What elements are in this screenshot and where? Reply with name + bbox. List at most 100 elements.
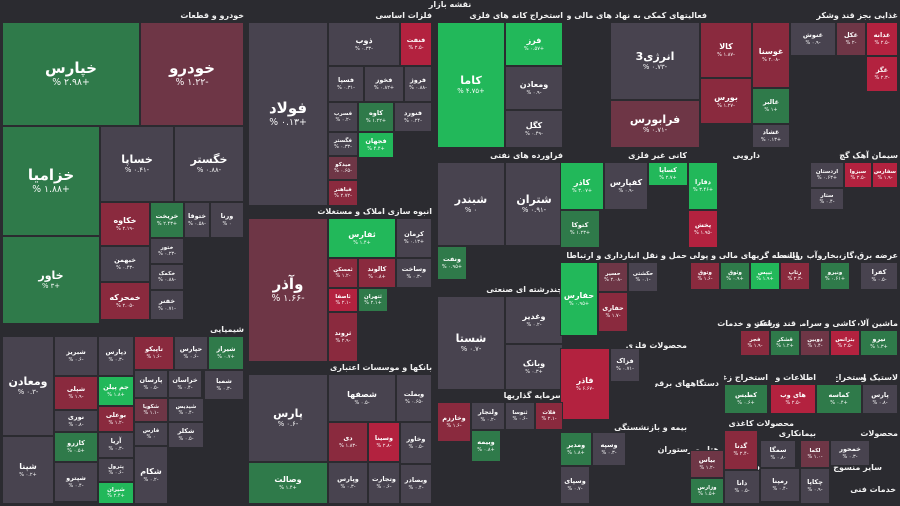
stock-tile[interactable]: شبندر ۰ %	[437, 162, 505, 246]
stock-tile[interactable]: حفاری -۱.۷ %	[598, 292, 628, 332]
stock-tile[interactable]: ومعادن -۰.۹ %	[505, 66, 563, 110]
stock-tile[interactable]: ومدیر +۱.۸ %	[560, 432, 592, 466]
stock-tile[interactable]: بترانس -۲.۵ %	[830, 330, 860, 356]
stock-tile[interactable]: وتوق -۱.۶ %	[690, 262, 720, 290]
stock-tile[interactable]: ونیرو +۰.۶۱ %	[820, 262, 850, 290]
stock-tile[interactable]: کماسه +۰.۴ %	[816, 384, 862, 414]
stock-tile[interactable]: ذوبین -۱.۴ %	[800, 330, 830, 356]
stock-tile[interactable]: خفنر -۰.۷۱ %	[150, 290, 184, 320]
stock-tile[interactable]: وآذر -۱.۶۶ %	[248, 218, 328, 362]
stock-tile[interactable]: نیرو +۱.۳ %	[860, 330, 898, 356]
stock-tile[interactable]: ثتهران +۲.۱ %	[358, 288, 388, 312]
stock-tile[interactable]: گدنا -۲.۴ %	[724, 430, 758, 470]
stock-tile[interactable]: پارس -۰.۶ %	[248, 374, 328, 462]
stock-tile[interactable]: شیدیس -۰.۴ %	[168, 398, 204, 422]
stock-tile[interactable]: ستار -۰.۴ %	[810, 188, 844, 210]
stock-tile[interactable]: شکام -۰.۲ %	[134, 446, 168, 504]
stock-tile[interactable]: ومعادن -۰.۳ %	[2, 336, 54, 436]
stock-tile[interactable]: فارس ۰ %	[134, 422, 168, 446]
stock-tile[interactable]: وسپای -۰.۷ %	[560, 466, 590, 504]
stock-tile[interactable]: فرز +۰.۵۷ %	[505, 22, 563, 66]
stock-tile[interactable]: شکویا -۱.۱ %	[134, 398, 168, 422]
stock-tile[interactable]: شیراز +۰.۷ %	[208, 336, 244, 370]
stock-tile[interactable]: ثنوسا -۰.۶ %	[505, 402, 535, 430]
stock-tile[interactable]: فاذر -۶.۶۷ %	[560, 348, 610, 420]
stock-tile[interactable]: خمحور -۰.۳ %	[830, 440, 870, 466]
stock-tile[interactable]: کاوه +۱.۲۲ %	[358, 102, 394, 132]
stock-tile[interactable]: فنورد -۰.۲۴ %	[394, 102, 432, 132]
stock-tile[interactable]: اردستان +۰.۶۳ %	[810, 162, 844, 188]
stock-tile[interactable]: کساپا +۲.۷ %	[648, 162, 688, 186]
stock-tile[interactable]: شبریز -۰.۶ %	[54, 336, 98, 376]
stock-tile[interactable]: بیاس -۱.۲ %	[690, 450, 724, 478]
stock-tile[interactable]: ختوقا -۰.۵۸ %	[184, 202, 210, 238]
stock-tile[interactable]: خودرو -۱.۲۲ %	[140, 22, 244, 126]
stock-tile[interactable]: سبزوا -۲.۵ %	[844, 162, 872, 188]
stock-tile[interactable]: حکشتی -۰.۱ %	[628, 262, 658, 292]
stock-tile[interactable]: خپارس +۲.۹۸ %	[2, 22, 140, 126]
stock-tile[interactable]: ثفارس +۱.۴ %	[328, 218, 396, 258]
stock-tile[interactable]: بورس -۱.۲۷ %	[700, 78, 752, 124]
stock-tile[interactable]: ختور -۰.۲۳ %	[150, 238, 184, 264]
stock-tile[interactable]: فخوز +۰.۸۲ %	[364, 66, 404, 102]
stock-tile[interactable]: وخارزم -۱.۶ %	[437, 402, 471, 442]
stock-tile[interactable]: های وب -۲.۵ %	[770, 384, 816, 414]
stock-tile[interactable]: خراسان -۰.۴ %	[168, 370, 202, 398]
stock-tile[interactable]: رتاپ -۲.۳ %	[780, 262, 810, 290]
stock-tile[interactable]: فنفت -۲.۵ %	[400, 22, 432, 66]
stock-tile[interactable]: نوری -۰.۸ %	[54, 410, 98, 432]
stock-tile[interactable]: پارس -۰.۸ %	[862, 384, 898, 414]
stock-tile[interactable]: خاور +۳ %	[2, 236, 100, 324]
stock-tile[interactable]: وبملت -۰.۶۵ %	[396, 374, 432, 422]
stock-tile[interactable]: شستا -۰.۷ %	[437, 296, 505, 390]
stock-tile[interactable]: ثمسکن -۱.۲ %	[328, 258, 358, 288]
stock-tile[interactable]: وتجارت -۰.۶ %	[368, 462, 400, 504]
stock-tile[interactable]: دپارس -۰.۳ %	[98, 336, 134, 376]
stock-tile[interactable]: پخش -۱.۹۵ %	[688, 210, 718, 248]
stock-tile[interactable]: کازرو +۰.۵ %	[54, 432, 98, 462]
stock-tile[interactable]: دی -۱.۸۳ %	[328, 422, 368, 462]
stock-tile[interactable]: خکمک -۰.۸۸ %	[150, 264, 184, 290]
stock-tile[interactable]: وبصادر -۰.۴ %	[400, 464, 432, 504]
stock-tile[interactable]: سمگا -۰.۸ %	[760, 440, 796, 468]
stock-tile[interactable]: غدانه -۲.۵ %	[866, 22, 898, 56]
stock-tile[interactable]: کگل -۰.۴۹ %	[505, 110, 563, 148]
stock-tile[interactable]: سفارس -۱.۹ %	[872, 162, 898, 188]
stock-tile[interactable]: غوسنا -۲.۰۸ %	[752, 22, 790, 88]
stock-tile[interactable]: کطبس +۰.۶ %	[724, 384, 768, 414]
stock-tile[interactable]: شمبا -۰.۳ %	[204, 370, 244, 400]
stock-tile[interactable]: کالوند +۰.۸ %	[358, 258, 396, 288]
stock-tile[interactable]: خساپا -۰.۴۱ %	[100, 126, 174, 202]
stock-tile[interactable]: فولاد +۰.۱۳ %	[248, 22, 328, 206]
stock-tile[interactable]: وغدیر -۰.۲ %	[505, 296, 563, 344]
stock-tile[interactable]: ثروند -۲.۹ %	[328, 312, 358, 362]
stock-tile[interactable]: فرابورس -۰.۷۱ %	[610, 100, 700, 148]
stock-tile[interactable]: وخاور -۰.۵ %	[400, 422, 432, 464]
stock-tile[interactable]: وزارس +۱.۵ %	[690, 478, 724, 504]
stock-tile[interactable]: دانا -۰.۵ %	[724, 470, 760, 504]
stock-tile[interactable]: چکاپا -۰.۹ %	[800, 468, 830, 504]
stock-tile[interactable]: وثوق +۰.۹ %	[720, 262, 750, 290]
stock-tile[interactable]: غنوش -۰.۹ %	[790, 22, 836, 56]
stock-tile[interactable]: وسینا -۲.۸ %	[368, 422, 400, 462]
stock-tile[interactable]: قشکر +۱.۲ %	[770, 330, 800, 356]
stock-tile[interactable]: وبانک +۰.۳ %	[505, 344, 563, 390]
stock-tile[interactable]: غشاد +۰.۱۳ %	[752, 124, 790, 148]
stock-tile[interactable]: ثاصفا -۲.۱ %	[328, 288, 358, 312]
stock-tile[interactable]: کرمان +۰.۱۳ %	[396, 218, 432, 258]
stock-tile[interactable]: غگز -۲.۳ %	[866, 56, 898, 92]
stock-tile[interactable]: دقارا +۳.۴۶ %	[688, 162, 718, 210]
stock-tile[interactable]: ولتجار -۰.۲ %	[471, 402, 505, 430]
stock-tile[interactable]: وصالت +۱.۴ %	[248, 462, 328, 504]
stock-tile[interactable]: خزامیا +۱.۸۸ %	[2, 126, 100, 236]
stock-tile[interactable]: انرژی3 -۰.۷۳ %	[610, 22, 700, 100]
stock-tile[interactable]: فلات -۲.۱ %	[535, 402, 563, 430]
stock-tile[interactable]: فروژ -۰.۸۸ %	[404, 66, 432, 102]
stock-tile[interactable]: کفرا -۰.۵ %	[860, 262, 898, 290]
stock-tile[interactable]: تاپیکو -۱.۶ %	[134, 336, 174, 370]
stock-tile[interactable]: شپلی -۱.۹ %	[54, 376, 98, 410]
stock-tile[interactable]: پارسان -۰.۵ %	[134, 370, 168, 398]
stock-tile[interactable]: وساخت -۰.۳ %	[396, 258, 432, 288]
stock-tile[interactable]: پترول -۰.۶ %	[98, 458, 134, 482]
stock-tile[interactable]: جم پیلن +۱.۸ %	[98, 376, 134, 406]
